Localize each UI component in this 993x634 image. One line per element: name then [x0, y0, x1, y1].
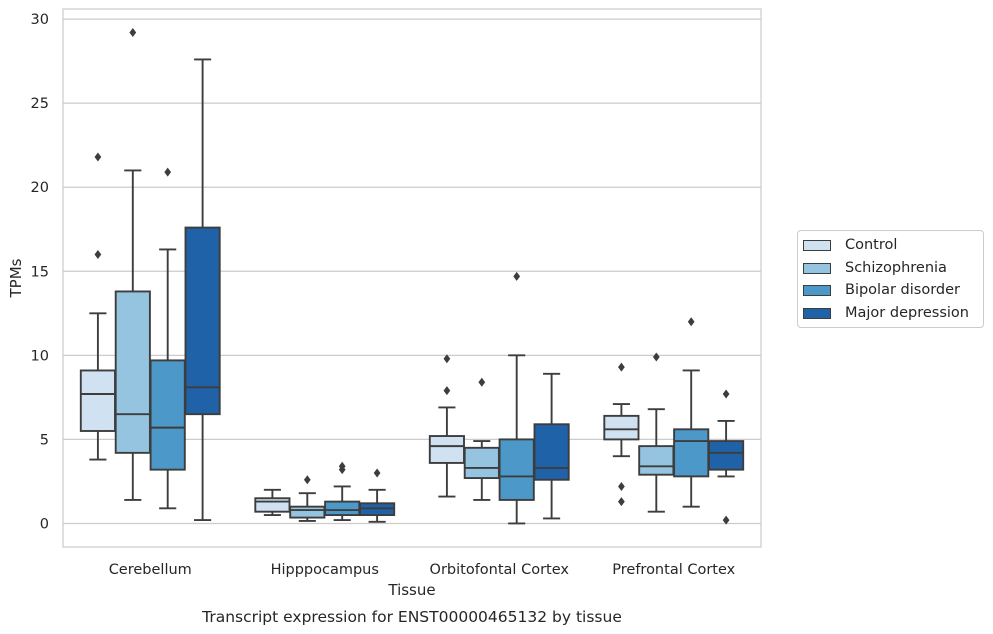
box-schizophrenia-2 — [463, 377, 500, 501]
box-schizophrenia-1 — [289, 475, 326, 522]
legend-swatch-control — [803, 239, 831, 251]
box-schizophrenia-0 — [114, 28, 151, 501]
boxes — [79, 28, 745, 525]
box-control-3 — [603, 362, 640, 507]
legend-label-control: Control — [845, 237, 898, 253]
outlier-point — [129, 28, 137, 38]
outlier-point — [94, 249, 102, 259]
box-iqr — [533, 423, 570, 481]
y-tick-label: 30 — [31, 12, 49, 28]
x-tick-label: Cerebellum — [109, 562, 192, 578]
box-bipolar-disorder-0 — [149, 167, 186, 510]
y-tick-label: 15 — [31, 264, 49, 280]
box-iqr — [184, 226, 221, 416]
x-axis-label: Tissue — [387, 581, 435, 599]
legend-swatch-major-depression — [803, 307, 831, 319]
box-iqr — [428, 435, 465, 464]
box-iqr — [254, 497, 291, 513]
legend-label-major-depression: Major depression — [845, 305, 969, 321]
box-control-2 — [428, 354, 465, 498]
box-bipolar-disorder-3 — [673, 317, 710, 508]
box-iqr — [708, 440, 745, 471]
y-axis-label: TPMs — [7, 258, 25, 298]
plot-area-frame — [62, 8, 762, 548]
y-tick-label: 20 — [31, 180, 49, 196]
box-schizophrenia-3 — [638, 352, 675, 513]
chart-title: Transcript expression for ENST0000046513… — [201, 608, 622, 626]
box-iqr — [79, 369, 116, 432]
box-control-0 — [79, 152, 116, 461]
legend-item-control: Control — [803, 235, 897, 255]
outlier-point — [94, 152, 102, 162]
legend-swatch-schizophrenia — [803, 262, 831, 274]
outlier-point — [618, 497, 625, 507]
outlier-point — [513, 271, 521, 281]
box-major-depression-2 — [533, 372, 570, 520]
box-iqr — [638, 445, 675, 476]
box-iqr — [498, 438, 535, 501]
box-bipolar-disorder-1 — [324, 461, 361, 522]
box-control-1 — [254, 488, 291, 517]
legend-item-bipolar-disorder: Bipolar disorder — [803, 280, 960, 300]
outlier-point — [722, 389, 730, 399]
outlier-point — [338, 461, 346, 471]
box-iqr — [673, 428, 710, 478]
x-tick-label: Hipppocampus — [271, 562, 379, 578]
legend: Control Schizophrenia Bipolar disorder M… — [797, 230, 984, 328]
box-iqr — [463, 446, 500, 480]
legend-item-major-depression: Major depression — [803, 303, 969, 323]
box-iqr — [324, 500, 361, 517]
legend-item-schizophrenia: Schizophrenia — [803, 258, 947, 278]
legend-label-bipolar-disorder: Bipolar disorder — [845, 282, 960, 298]
y-tick-label: 0 — [40, 516, 49, 532]
outlier-point — [373, 468, 381, 478]
box-iqr — [289, 505, 326, 519]
legend-label-schizophrenia: Schizophrenia — [845, 260, 947, 276]
outlier-point — [618, 481, 625, 491]
box-major-depression-3 — [708, 389, 745, 525]
box-iqr — [149, 359, 186, 471]
outlier-point — [618, 362, 625, 372]
y-tick-labels: 0 5 10 15 20 25 30 — [31, 12, 49, 532]
legend-swatch-bipolar-disorder — [803, 284, 831, 296]
outlier-point — [443, 386, 451, 396]
outlier-point — [687, 317, 695, 327]
box-major-depression-1 — [359, 468, 396, 523]
y-tick-label: 25 — [31, 96, 49, 112]
outlier-point — [164, 167, 172, 177]
outlier-point — [303, 475, 311, 485]
box-major-depression-0 — [184, 58, 221, 522]
outlier-point — [478, 377, 486, 387]
box-bipolar-disorder-2 — [498, 271, 535, 525]
outlier-point — [722, 515, 730, 525]
x-tick-label: Orbitofontal Cortex — [430, 562, 570, 578]
x-tick-labels: Cerebellum Hipppocampus Orbitofontal Corte… — [109, 562, 736, 578]
x-tick-label: Prefrontal Cortex — [612, 562, 735, 578]
box-iqr — [603, 414, 640, 441]
box-iqr — [114, 290, 151, 454]
outlier-point — [443, 354, 451, 364]
y-tick-label: 10 — [31, 348, 49, 364]
y-tick-label: 5 — [40, 432, 49, 448]
outlier-point — [652, 352, 660, 362]
